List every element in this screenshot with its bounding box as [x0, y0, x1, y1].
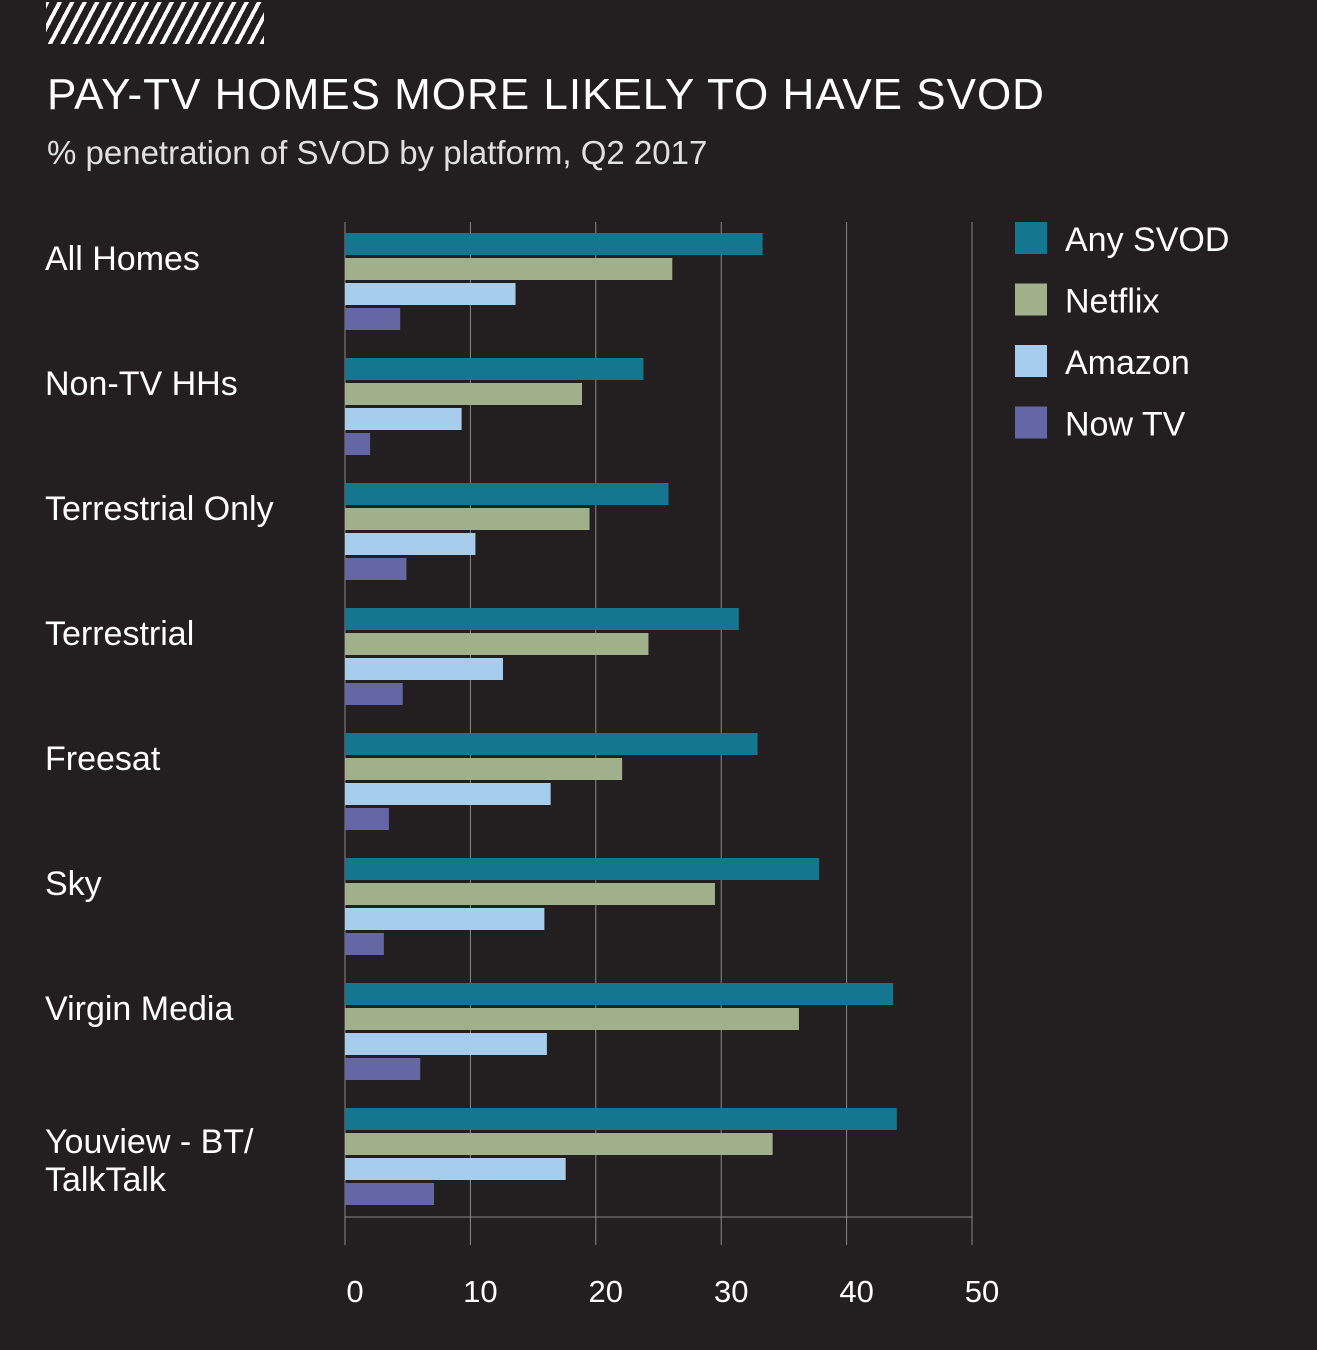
- bar-now-tv: [345, 308, 401, 330]
- legend-label: Now TV: [1065, 406, 1186, 444]
- decorative-hatch: [46, 2, 264, 44]
- legend-label: Netflix: [1065, 283, 1159, 321]
- category-label: Sky: [45, 865, 102, 903]
- bar-any-svod: [345, 1108, 897, 1130]
- legend-label: Amazon: [1065, 344, 1190, 382]
- bar-any-svod: [345, 358, 644, 380]
- bar-any-svod: [345, 733, 758, 755]
- category-label: Youview - BT/TalkTalk: [45, 1123, 254, 1199]
- bar-now-tv: [345, 1183, 435, 1205]
- bar-netflix: [345, 1008, 799, 1030]
- bar-netflix: [345, 883, 715, 905]
- bar-netflix: [345, 633, 649, 655]
- x-tick-label: 0: [346, 1274, 363, 1309]
- category-label: Freesat: [45, 740, 161, 778]
- bar-netflix: [345, 1133, 773, 1155]
- bar-netflix: [345, 258, 673, 280]
- x-tick-label: 20: [589, 1274, 623, 1309]
- chart-subtitle: % penetration of SVOD by platform, Q2 20…: [47, 134, 708, 171]
- category-label: Terrestrial: [45, 615, 194, 653]
- legend-label: Any SVOD: [1065, 221, 1229, 259]
- bar-netflix: [345, 758, 623, 780]
- bar-now-tv: [345, 433, 371, 455]
- bar-now-tv: [345, 558, 407, 580]
- legend-swatch: [1015, 406, 1047, 439]
- bar-amazon: [345, 283, 516, 305]
- x-tick-label: 10: [463, 1274, 497, 1309]
- bar-amazon: [345, 1033, 547, 1055]
- bar-amazon: [345, 908, 545, 930]
- bar-now-tv: [345, 933, 384, 955]
- legend-swatch: [1015, 222, 1047, 254]
- bar-netflix: [345, 508, 590, 530]
- x-tick-label: 50: [965, 1274, 999, 1309]
- bar-any-svod: [345, 608, 739, 630]
- bar-amazon: [345, 783, 551, 805]
- bar-amazon: [345, 1158, 566, 1180]
- category-label: Non-TV HHs: [45, 365, 238, 403]
- bar-now-tv: [345, 683, 403, 705]
- category-label: All Homes: [45, 240, 200, 278]
- x-tick-label: 30: [714, 1274, 748, 1309]
- category-label: Terrestrial Only: [45, 490, 274, 528]
- category-label: Virgin Media: [45, 990, 233, 1028]
- bar-any-svod: [345, 858, 820, 880]
- bar-now-tv: [345, 1058, 421, 1080]
- bar-amazon: [345, 408, 462, 430]
- bar-any-svod: [345, 983, 893, 1005]
- legend-swatch: [1015, 283, 1047, 316]
- legend-swatch: [1015, 345, 1047, 377]
- bar-any-svod: [345, 483, 669, 505]
- chart-title: PAY-TV HOMES MORE LIKELY TO HAVE SVOD: [47, 70, 1045, 119]
- bar-netflix: [345, 383, 583, 405]
- bar-now-tv: [345, 808, 389, 830]
- bar-any-svod: [345, 233, 763, 255]
- x-tick-label: 40: [839, 1274, 873, 1309]
- bar-amazon: [345, 658, 504, 680]
- bar-amazon: [345, 533, 476, 555]
